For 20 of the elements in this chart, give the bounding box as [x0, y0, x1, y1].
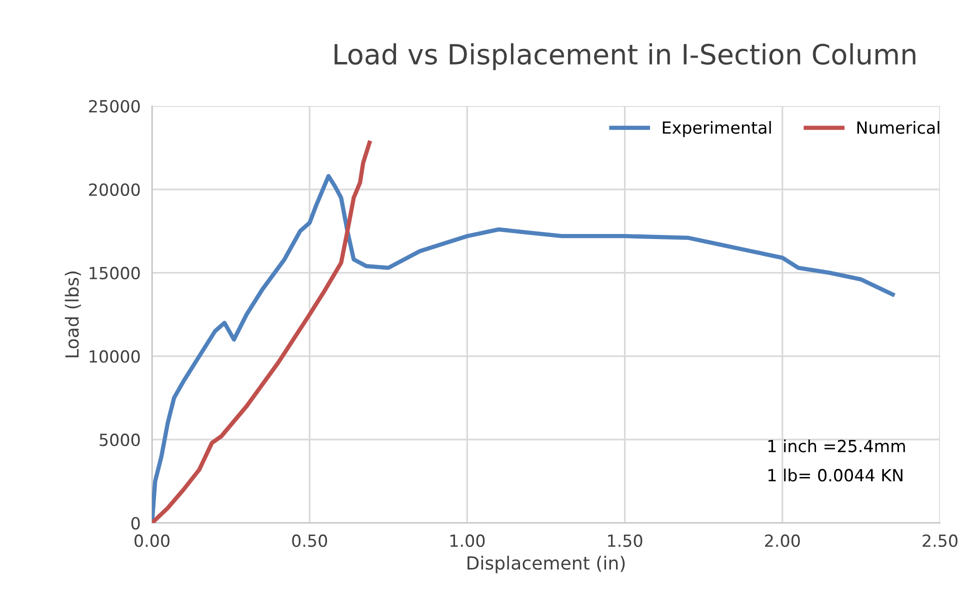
annotation: 1 inch =25.4mm: [768, 439, 905, 452]
y-tick-label: 15000: [90, 266, 140, 280]
x-tick-label: 0.50: [292, 534, 328, 548]
x-tick-label: 2.50: [922, 534, 958, 548]
line-series: [152, 140, 372, 523]
y-tick-label: 20000: [89, 183, 140, 196]
legend-label: Numerical: [857, 121, 940, 134]
x-tick-label: 2.00: [765, 534, 800, 548]
x-axis-title: Displacement (in): [468, 556, 625, 574]
legend-label: Experimental: [662, 121, 771, 138]
y-tick-label: 0: [131, 516, 140, 530]
y-axis-title: Load (lbs): [64, 272, 81, 358]
annotation: 1 lb= 0.0044 KN: [768, 468, 902, 482]
x-tick-label: 0.00: [134, 534, 170, 548]
y-tick-label: 10000: [90, 350, 140, 363]
y-tick-label: 25000: [89, 100, 140, 113]
x-tick-label: 1.50: [608, 534, 642, 548]
y-tick-label: 5000: [100, 434, 140, 446]
x-tick-label: 1.00: [450, 534, 485, 548]
chart-title: Load vs Displacement in I-Section Column: [334, 43, 916, 70]
